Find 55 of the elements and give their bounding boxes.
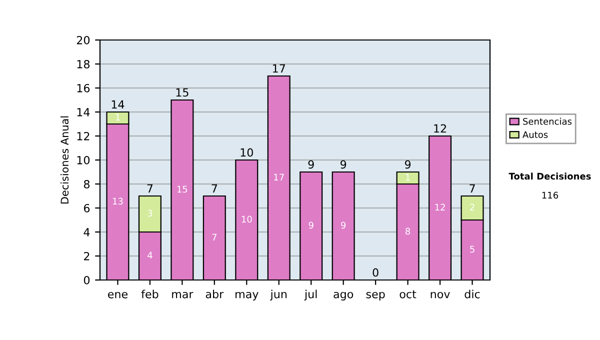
x-tick-label: abr bbox=[206, 290, 224, 298]
x-tick-label: dic bbox=[464, 290, 480, 298]
y-tick-label: 0 bbox=[84, 276, 90, 284]
y-tick-label: 10 bbox=[77, 156, 90, 164]
total-label: 9 bbox=[308, 160, 314, 169]
y-tick-label: 6 bbox=[84, 204, 90, 212]
total-label: 10 bbox=[240, 148, 253, 157]
y-tick-label: 20 bbox=[76, 36, 90, 44]
x-tick-label: sep bbox=[366, 292, 385, 300]
total-label: 9 bbox=[404, 160, 411, 169]
data-label: 3 bbox=[148, 210, 152, 217]
data-label: 8 bbox=[406, 228, 410, 235]
x-tick-label: jul bbox=[304, 290, 317, 300]
legend-label: Autos bbox=[522, 131, 548, 138]
data-label: 1 bbox=[406, 174, 410, 180]
y-tick-label: 12 bbox=[77, 132, 90, 140]
x-tick-label: oct bbox=[400, 290, 416, 298]
legend-label: Sentencias bbox=[523, 118, 572, 125]
data-label: 4 bbox=[148, 252, 152, 258]
y-tick-label: 14 bbox=[77, 108, 90, 116]
y-tick-label: 4 bbox=[84, 228, 90, 236]
total-label: 12 bbox=[434, 124, 446, 132]
data-label: 15 bbox=[177, 186, 188, 193]
data-label: 9 bbox=[341, 222, 346, 229]
x-tick-label: ago bbox=[334, 292, 354, 300]
text: 116 bbox=[542, 192, 558, 199]
total-label: 7 bbox=[212, 184, 218, 192]
data-label: 2 bbox=[470, 204, 474, 210]
x-tick-label: jun bbox=[270, 290, 287, 300]
total-label: 15 bbox=[176, 88, 188, 97]
data-label: 10 bbox=[242, 216, 252, 223]
total-label: 14 bbox=[112, 100, 124, 108]
y-tick-label: 8 bbox=[84, 180, 90, 188]
x-tick-label: nov bbox=[430, 292, 450, 298]
y-tick-label: 18 bbox=[77, 60, 90, 68]
data-label: 13 bbox=[112, 198, 123, 205]
data-label: 9 bbox=[308, 222, 314, 229]
y-axis-title: Decisiones Anual bbox=[60, 116, 69, 204]
y-tick-label: 2 bbox=[84, 252, 90, 260]
total-label: 17 bbox=[273, 64, 286, 72]
data-label: 17 bbox=[274, 174, 284, 180]
x-tick-label: feb bbox=[141, 290, 158, 298]
data-label: 5 bbox=[470, 246, 474, 253]
data-label: 7 bbox=[212, 234, 217, 240]
total-label: 9 bbox=[340, 160, 346, 169]
y-tick-label: 16 bbox=[77, 84, 90, 92]
x-tick-label: mar bbox=[172, 292, 194, 298]
data-label: 1 bbox=[116, 114, 120, 120]
x-tick-label: ene bbox=[108, 292, 128, 298]
text: Total Decisiones bbox=[508, 172, 591, 180]
total-label: 0 bbox=[372, 268, 378, 277]
x-tick-label: may bbox=[236, 292, 258, 300]
data-label: 12 bbox=[435, 204, 445, 210]
total-label: 7 bbox=[470, 184, 475, 192]
total-label: 7 bbox=[147, 184, 153, 192]
